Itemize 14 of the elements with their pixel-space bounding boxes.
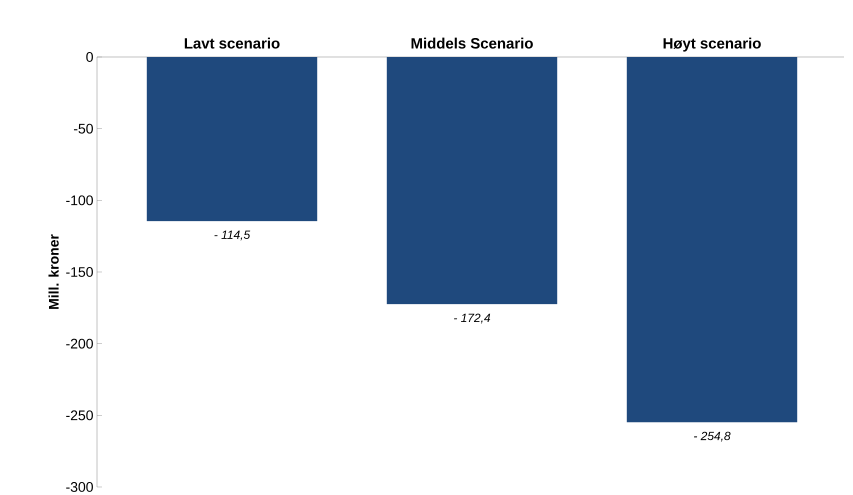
x-tick-label: Middels Scenario [412,38,533,48]
y-tick-label: -100 [66,195,93,206]
x-tick-label: Lavt scenario [184,38,280,48]
y-tick-label: -150 [66,266,93,277]
y-axis-title: Mill. kroner [48,234,59,309]
y-tick-label: -300 [66,482,93,492]
data-label: - 114,5 [214,230,250,240]
x-tick-label: Høyt scenario [664,38,761,52]
y-tick-label: -50 [74,124,93,134]
data-label: - 172,4 [454,314,490,324]
y-tick-label: -250 [66,410,93,420]
data-label: - 254,8 [694,432,731,442]
y-tick-label: -200 [66,338,93,348]
y-tick-label: 0 [86,52,93,62]
